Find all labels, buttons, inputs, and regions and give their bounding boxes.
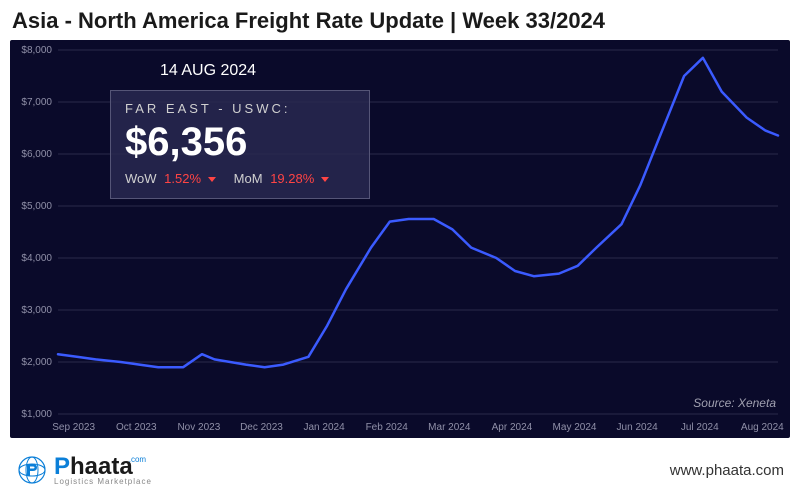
rate-info-box: FAR EAST - USWC: $6,356 WoW 1.52% MoM 19…: [110, 90, 370, 199]
svg-text:May 2024: May 2024: [553, 422, 597, 433]
logo-text: Phaata.com: [54, 455, 152, 479]
rate-value: $6,356: [125, 120, 355, 165]
svg-text:$1,000: $1,000: [21, 409, 52, 420]
svg-text:$3,000: $3,000: [21, 305, 52, 316]
phaata-logo: Phaata.com Logistics Marketplace: [16, 454, 152, 486]
svg-text:$7,000: $7,000: [21, 97, 52, 108]
svg-text:$8,000: $8,000: [21, 45, 52, 56]
svg-text:Oct 2023: Oct 2023: [116, 422, 157, 433]
route-label: FAR EAST - USWC:: [125, 101, 355, 116]
svg-text:$4,000: $4,000: [21, 253, 52, 264]
info-date: 14 AUG 2024: [160, 62, 256, 80]
svg-text:Apr 2024: Apr 2024: [492, 422, 533, 433]
mom-value: 19.28%: [270, 171, 314, 186]
page-title: Asia - North America Freight Rate Update…: [12, 8, 788, 34]
freight-rate-chart: $1,000 $2,000 $3,000 $4,000 $5,000 $6,000 $7,0…: [10, 40, 790, 438]
wow-value: 1.52%: [164, 171, 201, 186]
mom-change: MoM 19.28%: [234, 171, 329, 186]
page-footer: Phaata.com Logistics Marketplace www.pha…: [0, 438, 800, 502]
rate-changes: WoW 1.52% MoM 19.28%: [125, 171, 355, 186]
wow-change: WoW 1.52%: [125, 171, 216, 186]
svg-text:Nov 2023: Nov 2023: [177, 422, 220, 433]
svg-text:Aug 2024: Aug 2024: [741, 422, 784, 433]
svg-text:Jun 2024: Jun 2024: [617, 422, 659, 433]
svg-text:Dec 2023: Dec 2023: [240, 422, 283, 433]
svg-text:$5,000: $5,000: [21, 201, 52, 212]
svg-text:Sep 2023: Sep 2023: [52, 422, 95, 433]
svg-text:Jul 2024: Jul 2024: [681, 422, 719, 433]
svg-text:Feb 2024: Feb 2024: [366, 422, 409, 433]
logo-text-block: Phaata.com Logistics Marketplace: [54, 455, 152, 486]
logo-name-rest: haata: [70, 453, 133, 480]
site-url: www.phaata.com: [670, 462, 784, 479]
mom-label: MoM: [234, 171, 263, 186]
logo-suffix: .com: [129, 455, 146, 464]
wow-label: WoW: [125, 171, 157, 186]
svg-text:Jan 2024: Jan 2024: [304, 422, 346, 433]
chart-source: Source: Xeneta: [693, 396, 776, 410]
svg-text:Mar 2024: Mar 2024: [428, 422, 471, 433]
svg-text:$6,000: $6,000: [21, 149, 52, 160]
svg-text:$2,000: $2,000: [21, 357, 52, 368]
down-arrow-icon: [208, 177, 216, 182]
page-header: Asia - North America Freight Rate Update…: [0, 0, 800, 40]
logo-tagline: Logistics Marketplace: [54, 477, 152, 486]
logo-icon: [16, 454, 48, 486]
down-arrow-icon: [321, 177, 329, 182]
